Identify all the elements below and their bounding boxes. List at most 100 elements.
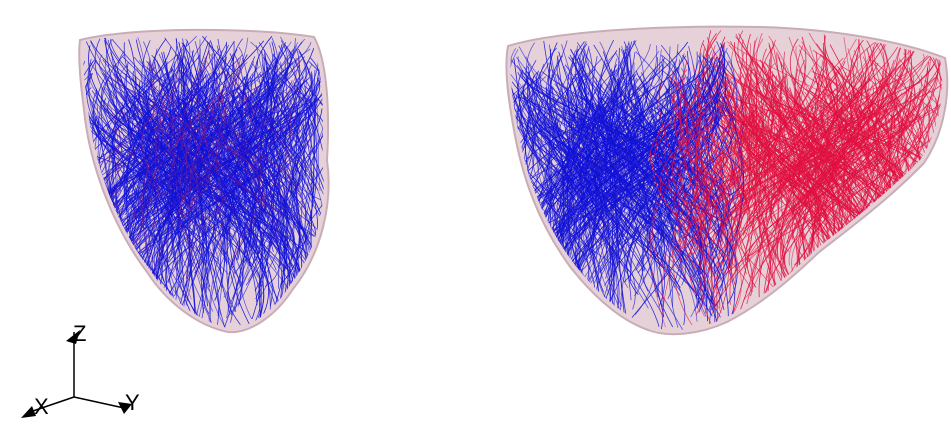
fiber-strand (127, 124, 193, 276)
fiber-strand (731, 32, 877, 179)
x-axis-line (29, 396, 75, 413)
fiber-strand (125, 104, 306, 205)
fiber-strand (772, 31, 874, 209)
fiber-strand (159, 89, 187, 215)
fiber-strand (602, 107, 710, 278)
fiber-strand (620, 61, 678, 322)
fiber-strand (561, 44, 619, 319)
fiber-strand (590, 122, 665, 194)
fiber-strand (562, 69, 618, 266)
fiber-strand (694, 80, 733, 214)
fiber-strand (280, 49, 324, 285)
fiber-strand (674, 95, 718, 266)
fiber-strand (159, 94, 198, 216)
fiber-strand (106, 38, 191, 209)
biventricular-fibers (510, 29, 943, 331)
fiber-strand (88, 77, 208, 270)
fiber-strand (578, 57, 683, 231)
fiber-strand (678, 87, 701, 284)
fiber-strand (811, 71, 892, 176)
z-axis-arrowhead (66, 330, 80, 344)
fiber-strand (693, 122, 757, 219)
fiber-strand (741, 82, 771, 219)
fiber-strand (685, 117, 724, 265)
fiber-strand (761, 105, 818, 182)
fiber-strand (181, 113, 207, 197)
fiber-strand (140, 113, 229, 275)
fiber-strand (87, 58, 140, 232)
fiber-strand (152, 41, 228, 215)
fiber-strand (193, 53, 235, 239)
fiber-strand (755, 58, 841, 180)
fiber-strand (819, 91, 943, 190)
fiber-strand (227, 81, 287, 314)
fiber-strand (830, 65, 901, 192)
fiber-strand (743, 33, 860, 236)
fiber-strand (100, 54, 138, 212)
fiber-strand (208, 52, 262, 255)
fiber-strand (531, 106, 720, 213)
fiber-strand (570, 49, 717, 331)
fiber-strand (726, 83, 771, 310)
fiber-strand (93, 118, 231, 240)
fiber-strand (119, 92, 277, 247)
fiber-strand (723, 99, 795, 208)
fiber-strand (83, 72, 153, 207)
fiber-strand (718, 87, 910, 266)
fiber-strand (88, 45, 216, 252)
fiber-strand (686, 83, 711, 239)
fiber-strand (133, 93, 221, 218)
fiber-strand (561, 101, 640, 218)
fiber-strand (694, 118, 745, 198)
fiber-strand (103, 98, 269, 191)
fiber-strand (735, 36, 776, 197)
fiber-strand (662, 131, 747, 315)
fiber-strand (221, 85, 265, 177)
fiber-strand (558, 77, 707, 237)
fiber-strand (558, 51, 597, 294)
fiber-strand (572, 46, 593, 221)
fiber-strand (735, 139, 770, 229)
fiber-strand (575, 61, 664, 235)
fiber-strand (756, 104, 886, 176)
biventricular-view (505, 25, 949, 336)
z-axis-label: Z (73, 321, 86, 346)
fiber-strand (142, 59, 162, 294)
fiber-strand (177, 41, 202, 239)
fiber-strand (696, 101, 729, 323)
fiber-strand (745, 97, 850, 191)
fiber-strand (673, 75, 752, 220)
fiber-strand (735, 87, 857, 268)
fiber-strand (669, 125, 710, 268)
fiber-strand (581, 53, 615, 326)
fiber-strand (776, 47, 828, 283)
fiber-strand (618, 44, 685, 236)
fiber-strand (660, 131, 704, 223)
fiber-strand (776, 68, 909, 259)
fiber-strand (139, 93, 192, 225)
fiber-strand (709, 104, 765, 231)
fiber-strand (709, 98, 733, 245)
fiber-strand (710, 84, 873, 316)
fiber-strand (88, 75, 211, 220)
fiber-strand (121, 58, 299, 261)
fiber-strand (274, 55, 295, 325)
fiber-strand (713, 90, 744, 289)
fiber-strand (146, 86, 258, 187)
left-ventricle-view (78, 28, 330, 334)
fiber-strand (174, 76, 252, 297)
fiber-strand (802, 85, 835, 277)
fiber-strand (117, 120, 221, 256)
orientation-axes-triad: Z Y X (21, 321, 140, 419)
fiber-strand (664, 130, 682, 254)
fiber-strand (510, 48, 595, 290)
fiber-strand (217, 92, 303, 219)
fiber-strand (286, 105, 319, 210)
fiber-strand (743, 66, 806, 200)
fiber-strand (631, 75, 657, 222)
x-axis-arrowhead (21, 406, 36, 418)
fiber-strand (110, 87, 199, 204)
fiber-strand (141, 66, 179, 262)
fiber-strand (243, 89, 315, 241)
